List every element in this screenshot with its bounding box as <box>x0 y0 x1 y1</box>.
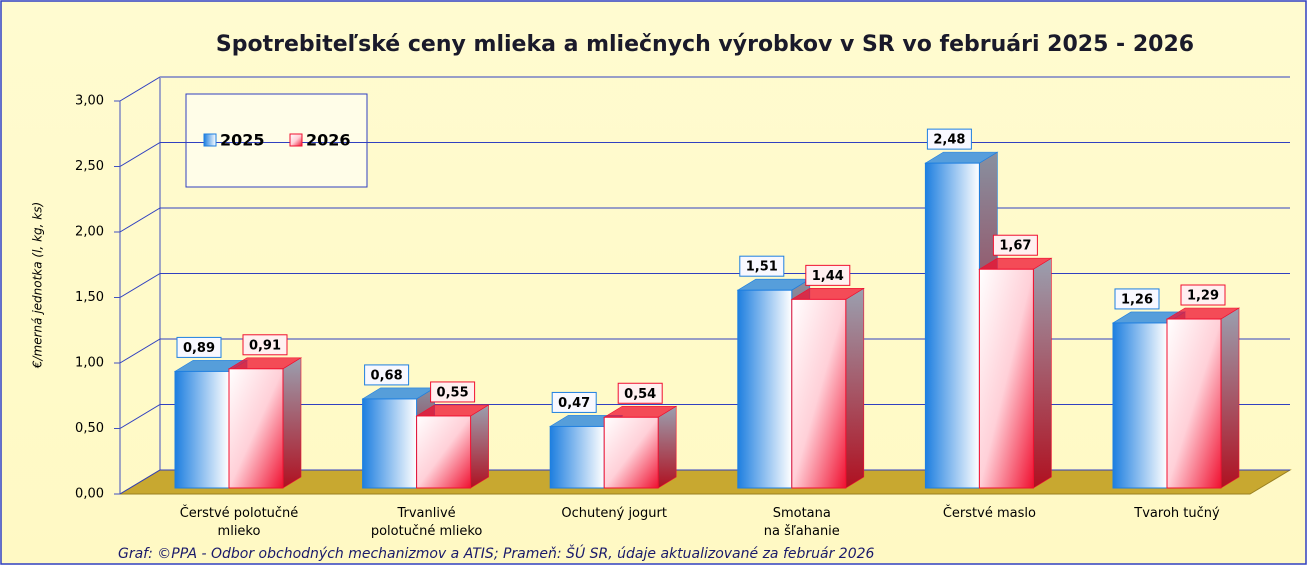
legend-label: 2025 <box>220 131 265 150</box>
x-tick-label: Čerstvé polotučné mlieko <box>179 506 299 539</box>
bar <box>362 398 418 489</box>
y-tick-label: 0,00 <box>75 487 104 502</box>
bar <box>1166 318 1222 489</box>
bar <box>174 370 230 489</box>
bar-side <box>845 287 865 489</box>
value-label-box <box>1180 284 1226 306</box>
value-label-box <box>617 382 663 404</box>
grid-line <box>119 207 1290 233</box>
bar <box>228 368 284 489</box>
value-label: 1,29 <box>1187 289 1219 304</box>
value-label: 1,67 <box>999 239 1031 254</box>
bar <box>791 298 847 489</box>
value-label-box <box>1114 288 1160 310</box>
bar-side <box>657 405 677 489</box>
value-label: 2,48 <box>933 133 965 148</box>
bar <box>603 416 659 489</box>
bar <box>924 162 980 489</box>
y-axis-label: €/merná jednotka (l, kg, ks) <box>31 202 45 369</box>
chart-title: Spotrebiteľské ceny mlieka a mliečnych v… <box>216 32 1194 57</box>
y-tick-label: 1,50 <box>75 290 104 305</box>
value-label: 0,47 <box>558 396 590 411</box>
value-label-box <box>805 264 851 286</box>
grid-line <box>119 469 1290 495</box>
x-tick-label: Tvaroh tučný <box>1134 506 1220 521</box>
grid-line <box>119 338 1290 364</box>
bar-side <box>470 404 489 489</box>
y-tick-label: 0,50 <box>75 421 104 436</box>
x-tick-label: Smotana na šľahanie <box>763 506 840 539</box>
y-tick-label: 2,50 <box>75 159 104 174</box>
legend-swatch <box>289 133 303 147</box>
value-label: 0,68 <box>371 368 403 383</box>
grid-line <box>119 404 1290 429</box>
value-label: 0,91 <box>249 338 281 353</box>
value-label: 1,51 <box>746 260 778 275</box>
value-label-box <box>992 234 1038 256</box>
value-label-box <box>551 391 597 413</box>
x-tick-label: Trvanlivé polotučné mlieko <box>370 506 483 539</box>
value-label: 0,55 <box>437 385 469 400</box>
bar <box>1112 322 1168 489</box>
value-label: 1,26 <box>1121 292 1153 307</box>
y-tick-label: 3,00 <box>75 94 104 109</box>
value-label-box <box>242 334 288 356</box>
value-label-box <box>364 364 410 386</box>
x-tick-label: Čerstvé maslo <box>942 506 1036 521</box>
bar <box>978 268 1034 489</box>
y-tick-label: 2,00 <box>75 225 104 240</box>
grid-line <box>119 142 1290 167</box>
value-label: 0,54 <box>624 387 656 402</box>
x-tick-label: Ochutený jogurt <box>561 506 667 521</box>
bar <box>549 425 605 489</box>
value-label: 1,44 <box>812 269 844 284</box>
value-label: 0,89 <box>183 341 215 356</box>
value-label-box <box>176 336 222 358</box>
bar-side <box>1220 307 1240 489</box>
legend-label: 2026 <box>306 131 351 150</box>
value-label-box <box>926 128 972 150</box>
y-tick-label: 1,00 <box>75 356 104 371</box>
value-label-box <box>739 255 785 277</box>
bar <box>416 415 472 489</box>
value-label-box <box>430 381 476 403</box>
bar <box>737 289 793 489</box>
legend-swatch <box>203 133 217 147</box>
footer: Graf: ©PPA - Odbor obchodných mechanizmo… <box>118 544 875 562</box>
bar-side <box>1033 257 1052 489</box>
grid-line <box>119 273 1290 298</box>
grid-line <box>119 76 1290 102</box>
bar-side <box>282 357 302 489</box>
